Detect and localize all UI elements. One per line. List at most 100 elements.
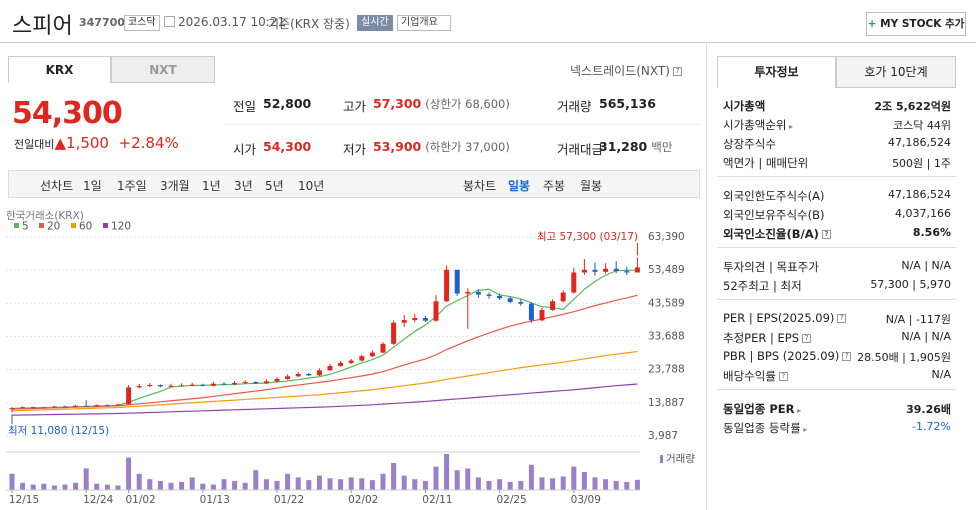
candle-body [422, 318, 428, 321]
info-label: 투자의견 | 목표주가 [723, 260, 819, 274]
candle-body [306, 373, 312, 376]
volume-bar [560, 476, 566, 490]
x-tick-label: 01/22 [274, 494, 304, 506]
x-tick-label: 01/02 [125, 494, 155, 506]
period-item[interactable]: 1주일 [117, 179, 147, 193]
volume-bar [391, 463, 397, 490]
volume-bar [603, 479, 609, 490]
x-tick-label: 12/15 [9, 494, 39, 506]
volume-bar [210, 484, 216, 490]
period-item[interactable]: 3개월 [160, 179, 190, 193]
candle-body [348, 360, 354, 363]
help-icon[interactable]: ? [802, 334, 812, 343]
candle-body [126, 387, 132, 405]
quote-value: 565,136 [599, 96, 656, 111]
link-arrow[interactable]: ▸ [794, 406, 802, 415]
candle-body [200, 384, 206, 386]
info-value: 8.56% [912, 226, 951, 239]
volume-bar [104, 484, 110, 490]
help-icon[interactable]: ? [842, 352, 852, 361]
info-label: 추정PER | EPS? [723, 330, 812, 346]
candle-body [359, 356, 365, 361]
candle-body [221, 383, 227, 385]
mystock-button[interactable]: + MY STOCK 추가 [866, 12, 966, 36]
candle-body [168, 385, 174, 387]
realtime-badge[interactable]: 실시간 [357, 15, 393, 31]
ma-line [11, 383, 638, 416]
candle-body [73, 405, 79, 407]
nxt-link[interactable]: 넥스트레이드(NXT)? [570, 62, 682, 79]
help-icon[interactable]: ? [821, 230, 831, 239]
candle-body [528, 303, 534, 321]
legend-swatch [39, 223, 44, 228]
legend-label: 60 [79, 221, 92, 233]
legend-label: 5 [22, 221, 29, 233]
candle-type[interactable]: 봉차트 [463, 179, 497, 193]
link-arrow[interactable]: ▸ [800, 425, 808, 434]
volume-bar [41, 483, 47, 490]
period-item[interactable]: 3년 [234, 179, 253, 193]
info-tab[interactable]: 호가 10단계 [836, 56, 956, 88]
help-icon[interactable]: ? [837, 314, 847, 323]
candle-body [9, 408, 15, 410]
candle-body [136, 386, 142, 388]
help-icon: ? [672, 67, 682, 76]
volume-bar [83, 468, 89, 490]
info-label: 액면가 | 매매단위 [723, 156, 809, 170]
link-arrow[interactable]: ▸ [786, 122, 794, 131]
volume-bar [613, 481, 619, 490]
volume-bar [274, 481, 280, 490]
period-item[interactable]: 1일 [83, 179, 102, 193]
legend-label: 120 [111, 221, 131, 233]
volume-bar [232, 481, 238, 490]
company-button[interactable]: 기업개요 [397, 15, 451, 31]
tab-nxt[interactable]: NXT [111, 56, 215, 83]
candle-body [507, 298, 513, 302]
volume-bar [486, 481, 492, 490]
info-tab[interactable]: 투자정보 [717, 56, 836, 88]
volume-bar [422, 481, 428, 490]
period-item[interactable]: 선차트 [40, 179, 74, 193]
volume-bar [136, 473, 142, 490]
candle-body [179, 385, 185, 387]
volume-bar [444, 454, 450, 490]
volume-bar [285, 473, 291, 490]
period-item[interactable]: 10년 [298, 179, 325, 193]
candle-type[interactable]: 월봉 [580, 179, 603, 193]
chart: 한국거래소(KRX)5 20 60 120 63,390 53,489 43,589 33,6… [6, 210, 695, 506]
help-icon[interactable]: ? [778, 372, 788, 381]
ma-line [11, 350, 638, 412]
ma-line [11, 269, 638, 410]
volume-bar [401, 475, 407, 490]
candle-body [581, 269, 587, 273]
current-price: 54,300 [12, 96, 123, 131]
volume-bar [475, 477, 481, 490]
candle-type[interactable]: 일봉 [508, 179, 531, 193]
volume-bar [454, 470, 460, 490]
quote-label: 시가 [233, 142, 257, 157]
candle-body [232, 383, 238, 385]
period-item[interactable]: 1년 [202, 179, 221, 193]
tab-krx[interactable]: KRX [8, 56, 111, 83]
info-rule [717, 176, 956, 177]
x-tick-label: 01/13 [200, 494, 230, 506]
volume-bar [507, 481, 513, 490]
period-bar [8, 170, 700, 198]
candle-body [41, 407, 47, 409]
volume-legend-swatch [660, 455, 663, 463]
candle-body [603, 268, 609, 272]
candle-type[interactable]: 주봉 [543, 179, 566, 193]
info-label: PER | EPS(2025.09)? [723, 311, 847, 325]
candle-body [401, 320, 407, 323]
volume-bar [20, 482, 26, 490]
candle-body [475, 291, 481, 295]
info-value: N/A [931, 368, 951, 381]
market-badge: 코스닥 [124, 15, 160, 31]
period-item[interactable]: 5년 [265, 179, 284, 193]
y-tick-label: 63,390 [648, 231, 685, 243]
legend-swatch [14, 223, 19, 228]
candle-body [391, 322, 397, 344]
volume-bar [221, 479, 227, 490]
info-value: 코스닥 44위 [893, 119, 951, 132]
info-label: 시가총액 [723, 99, 766, 113]
